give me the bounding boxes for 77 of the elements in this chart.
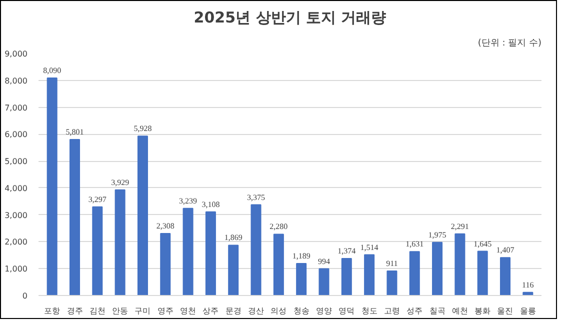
x-tick-label: 청도	[361, 306, 378, 316]
data-label: 8,090	[43, 66, 62, 75]
bar	[386, 270, 398, 296]
bar	[182, 208, 194, 296]
y-tick-label: 9,000	[4, 50, 28, 58]
x-tick-label: 경산	[248, 306, 264, 316]
bar	[341, 258, 352, 296]
data-label: 3,297	[88, 194, 106, 204]
x-tick-label: 성주	[406, 306, 423, 316]
data-label: 3,108	[202, 200, 220, 209]
y-tick-label: 5,000	[4, 157, 28, 166]
bar	[273, 234, 284, 296]
y-tick-label: 8,000	[4, 76, 28, 86]
x-tick-label: 영양	[316, 306, 332, 316]
y-tick-label: 0	[22, 292, 28, 300]
y-tick-label: 3,000	[4, 210, 28, 220]
x-tick-label: 울진	[497, 306, 514, 316]
bar	[296, 263, 307, 296]
data-label: 2,280	[270, 222, 288, 232]
bar	[114, 189, 126, 296]
bar	[432, 242, 443, 296]
data-label: 1,189	[292, 252, 310, 261]
x-tick-label: 구미	[134, 306, 151, 316]
data-label: 2,308	[156, 221, 174, 230]
x-tick-label: 청송	[293, 306, 310, 316]
x-tick-label: 영덕	[338, 306, 355, 316]
bar	[409, 251, 420, 296]
y-tick-label: 4,000	[4, 184, 28, 193]
bar	[500, 257, 511, 296]
data-label: 2,291	[450, 222, 469, 231]
x-tick-label: 칠곡	[429, 306, 446, 316]
data-label: 3,929	[111, 178, 130, 187]
x-tick-label: 영주	[157, 306, 174, 316]
chart-title: 2025년 상반기 토지 거래량	[194, 8, 386, 26]
bar	[137, 136, 148, 296]
bar	[92, 206, 103, 296]
bar	[160, 232, 171, 296]
x-tick-label: 영천	[180, 306, 196, 316]
data-label: 1,407	[496, 246, 514, 255]
x-tick-label: 상주	[202, 306, 219, 316]
data-label: 5,801	[66, 128, 84, 137]
data-label: 1,645	[474, 239, 492, 248]
y-tick-label: 7,000	[4, 103, 28, 112]
bar	[69, 139, 80, 296]
bar	[228, 244, 239, 296]
bar	[477, 250, 488, 296]
data-label: 1,514	[360, 242, 378, 252]
x-tick-label: 고령	[384, 306, 400, 316]
data-label: 5,928	[134, 124, 152, 134]
y-tick-label: 2,000	[4, 238, 28, 247]
bar	[318, 268, 330, 296]
x-tick-label: 의성	[270, 306, 287, 316]
x-tick-label: 포항	[44, 306, 60, 316]
bar	[46, 77, 58, 296]
x-tick-label: 문경	[225, 306, 242, 316]
data-label: 3,375	[247, 192, 266, 202]
y-tick-label: 1,000	[4, 264, 28, 274]
y-tick-label: 6,000	[4, 130, 28, 140]
data-label: 994	[318, 256, 330, 266]
x-tick-label: 안동	[112, 306, 128, 316]
x-tick-label: 봉화	[474, 306, 491, 316]
data-label: 1,631	[406, 240, 424, 249]
bar	[250, 204, 262, 296]
x-tick-label: 예천	[452, 306, 468, 316]
x-tick-label: 김천	[89, 306, 106, 316]
data-label: 1,975	[428, 230, 446, 240]
text: (단위 : 필지 수)	[478, 38, 542, 48]
bar	[364, 254, 375, 296]
data-label: 116	[522, 280, 534, 290]
x-tick-label: 경주	[66, 306, 83, 316]
data-label: 1,869	[224, 233, 242, 242]
x-tick-label: 울릉	[520, 306, 536, 316]
data-label: 911	[386, 259, 398, 268]
data-label: 3,239	[179, 196, 198, 206]
data-label: 1,374	[338, 246, 356, 256]
bar	[454, 233, 466, 296]
bar	[205, 211, 216, 296]
